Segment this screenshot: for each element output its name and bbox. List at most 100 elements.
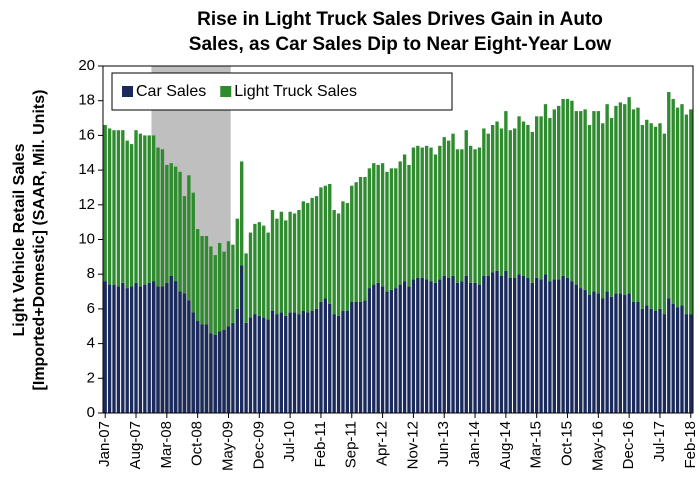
bar-segment	[169, 275, 173, 413]
bar-segment	[310, 310, 314, 413]
bar-segment	[649, 308, 653, 413]
x-tick-label: Feb-11	[312, 421, 329, 467]
bar-segment	[614, 293, 618, 413]
bar-segment	[455, 149, 460, 283]
bar-segment	[200, 324, 204, 413]
bar-segment	[508, 130, 512, 278]
x-tick-label: Jan-07	[96, 421, 113, 467]
bar-segment	[438, 145, 442, 280]
bar-segment	[548, 281, 552, 413]
bar-segment	[372, 284, 376, 413]
bar-segment	[323, 185, 328, 299]
bar-segment	[631, 301, 636, 413]
recession-shade	[151, 66, 231, 413]
bar-segment	[640, 124, 645, 309]
y-axis-label: [Imported+Domestic] (SAAR, Mil. Units)	[31, 90, 48, 391]
bar-segment	[121, 282, 125, 413]
bar-segment	[645, 305, 649, 413]
bar-segment	[513, 277, 517, 413]
bar-segment	[107, 128, 112, 285]
bar-segment	[552, 279, 556, 413]
bar-segment	[226, 241, 231, 327]
bar-segment	[684, 314, 689, 413]
bar-segment	[178, 291, 182, 413]
bar-segment	[411, 147, 416, 280]
bar-segment	[350, 301, 354, 413]
bar-segment	[129, 144, 134, 287]
bar-segment	[570, 100, 574, 282]
bar-segment	[605, 291, 609, 413]
bar-segment	[583, 289, 587, 413]
bar-segment	[297, 314, 301, 413]
bar-segment	[416, 145, 420, 278]
y-tick-label: 12	[78, 196, 95, 213]
x-tick-label: Oct-08	[189, 421, 206, 466]
bar-segment	[614, 105, 618, 294]
bar-segment	[129, 286, 134, 413]
bar-segment	[262, 225, 266, 318]
bar-segment	[160, 149, 165, 287]
bar-segment	[169, 163, 173, 276]
bar-segment	[508, 277, 512, 413]
bar-segment	[539, 116, 543, 280]
bar-segment	[275, 218, 279, 315]
x-tick-label: Jul-10	[281, 421, 298, 462]
bar-segment	[653, 126, 658, 311]
bar-segment	[627, 293, 631, 413]
bar-segment	[631, 109, 636, 302]
bar-segment	[204, 324, 209, 413]
bar-segment	[601, 298, 605, 413]
bar-segment	[121, 130, 125, 283]
bar-segment	[336, 315, 341, 413]
bar-segment	[156, 147, 160, 287]
bar-segment	[561, 275, 565, 413]
bar-segment	[618, 293, 623, 413]
bar-segment	[143, 135, 147, 285]
bar-segment	[226, 326, 231, 413]
bar-segment	[521, 121, 526, 276]
bar-segment	[376, 282, 380, 413]
bar-segment	[407, 286, 411, 413]
bar-segment	[530, 282, 534, 413]
bar-segment	[147, 282, 151, 413]
bar-segment	[200, 236, 204, 325]
bar-segment	[372, 163, 376, 285]
bar-segment	[112, 284, 116, 413]
bar-segment	[107, 284, 112, 413]
bar-segment	[627, 97, 631, 294]
bar-segment	[596, 111, 601, 294]
bar-segment	[667, 298, 671, 413]
bar-segment	[526, 277, 530, 413]
bar-segment	[248, 232, 253, 318]
bar-segment	[680, 104, 684, 306]
bar-segment	[218, 242, 222, 332]
bar-segment	[116, 286, 121, 413]
bar-segment	[138, 133, 143, 287]
bar-segment	[257, 315, 261, 413]
bar-segment	[213, 255, 217, 335]
bar-segment	[218, 331, 222, 413]
bar-segment	[354, 301, 358, 413]
bar-segment	[328, 183, 332, 304]
bar-segment	[389, 168, 394, 290]
bar-segment	[460, 281, 464, 413]
bar-segment	[468, 145, 473, 283]
bar-segment	[341, 201, 345, 311]
bar-segment	[173, 166, 178, 282]
bar-segment	[517, 274, 521, 413]
bar-segment	[178, 171, 182, 292]
legend-label: Car Sales	[136, 83, 206, 100]
bar-segment	[402, 281, 407, 413]
bar-segment	[486, 275, 490, 413]
bar-segment	[618, 102, 623, 294]
bar-segment	[116, 130, 121, 287]
bar-segment	[394, 168, 398, 289]
bar-segment	[543, 104, 548, 275]
bar-segment	[645, 119, 649, 306]
x-tick-label: Jun-13	[435, 421, 452, 467]
bar-segment	[244, 322, 248, 413]
bar-segment	[125, 140, 129, 289]
bar-segment	[490, 124, 495, 273]
x-tick-label: Feb-18	[682, 421, 699, 469]
